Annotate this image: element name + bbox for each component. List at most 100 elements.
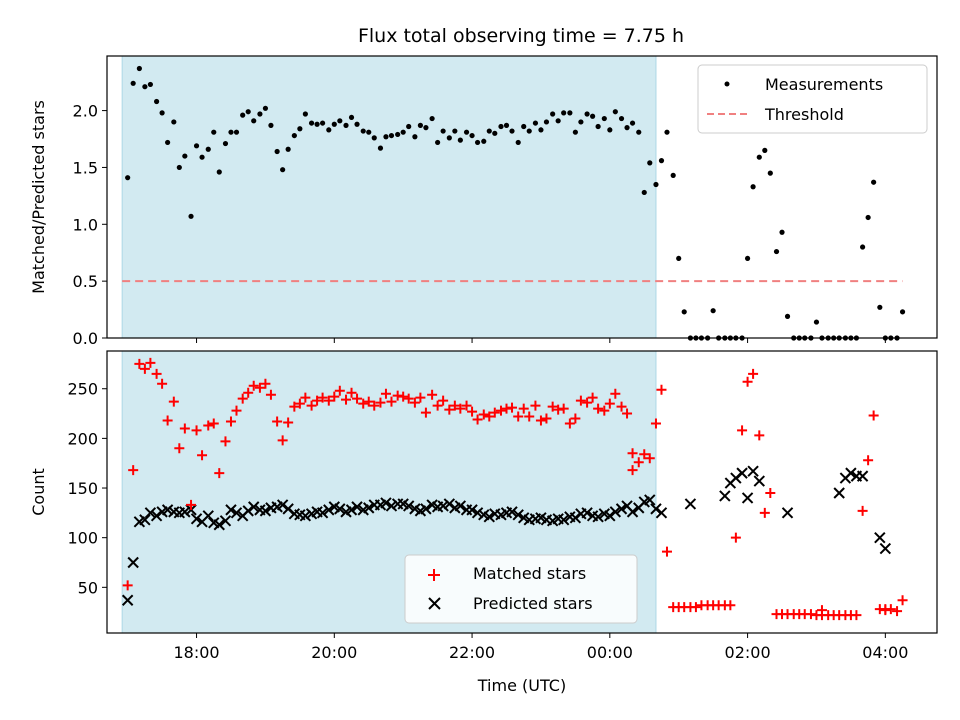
measurement-point [624, 125, 630, 131]
matched-star-point [547, 401, 558, 412]
matched-star-point [398, 391, 409, 402]
matched-star-point [317, 392, 328, 403]
x-tick-label: 00:00 [587, 643, 633, 662]
matched-star-point [277, 435, 288, 446]
measurement-point [474, 139, 481, 146]
matched-star-point [627, 448, 638, 459]
legend-matched-label: Matched stars [473, 564, 586, 583]
matched-star-point [754, 430, 765, 441]
measurement-point [750, 184, 756, 190]
measurement-point [572, 129, 578, 135]
predicted-star-point [139, 514, 151, 526]
matched-star-point [622, 408, 633, 419]
ratio-panel: 0.00.51.01.52.0 Matched/Predicted stars … [29, 55, 938, 348]
matched-stars-points [122, 357, 908, 621]
y-tick-label: 1.0 [73, 215, 98, 234]
predicted-star-point [644, 494, 656, 506]
predicted-star-point [781, 507, 794, 519]
measurement-point [486, 128, 492, 134]
measurement-point [555, 118, 561, 124]
matched-star-point [690, 602, 701, 613]
matched-star-point [661, 546, 672, 557]
matched-star-point [260, 378, 271, 389]
matched-star-point [168, 396, 179, 407]
predicted-star-point [483, 511, 495, 523]
measurement-point [211, 129, 217, 135]
matched-star-point [489, 407, 500, 418]
measurement-point [641, 189, 647, 196]
measurement-point [710, 308, 716, 314]
matched-star-point [334, 385, 345, 396]
measurement-point [377, 145, 384, 151]
measurement-point [532, 120, 539, 126]
predicted-star-point [557, 514, 570, 526]
matched-star-point [599, 405, 610, 416]
matched-star-point [403, 393, 414, 404]
matched-star-point [306, 400, 317, 411]
y-tick-label: 0.0 [73, 329, 98, 348]
predicted-star-point [144, 507, 157, 519]
predicted-star-point [202, 510, 214, 522]
measurement-point [521, 123, 527, 130]
matched-star-point [420, 407, 431, 418]
predicted-star-point [592, 511, 604, 523]
predicted-star-point [230, 507, 243, 519]
measurement-point [348, 114, 355, 121]
measurement-point [899, 309, 906, 315]
measurement-point [360, 128, 366, 134]
measurement-point [446, 135, 452, 141]
matched-star-point [438, 395, 449, 406]
measurement-point [142, 84, 148, 90]
predicted-star-point [719, 490, 731, 502]
matched-star-point [415, 392, 426, 403]
predicted-star-point [879, 542, 892, 555]
matched-star-point [656, 384, 667, 395]
matched-star-point [197, 450, 208, 461]
legend-top: Measurements Threshold [697, 64, 928, 134]
predicted-star-point [345, 504, 358, 516]
predicted-star-point [316, 507, 329, 519]
y-tick-label: 2.0 [73, 102, 98, 121]
top-axes-frame [106, 55, 938, 339]
measurement-point [188, 213, 194, 219]
measurement-point [319, 120, 326, 126]
measurement-point [481, 138, 487, 144]
matched-star-point [265, 389, 276, 400]
measurement-point [452, 128, 458, 134]
measurement-point [584, 111, 590, 117]
matched-star-point [897, 595, 908, 606]
measurement-point [159, 110, 165, 116]
measurement-point [561, 110, 567, 116]
matched-star-point [530, 400, 541, 411]
measurement-point [417, 122, 424, 128]
matched-star-point [857, 505, 868, 516]
predicted-star-point [127, 556, 139, 569]
measurement-point [216, 169, 222, 175]
matched-star-point [524, 411, 535, 422]
matched-star-point [748, 368, 759, 379]
matched-star-point [575, 395, 586, 406]
measurement-point [578, 119, 584, 125]
matched-star-point [225, 416, 236, 427]
predicted-star-point [334, 503, 346, 515]
measurement-point [182, 153, 188, 159]
matched-star-point [639, 449, 650, 460]
matched-star-point [880, 605, 891, 616]
measurement-point [676, 255, 682, 262]
measurement-point [153, 98, 160, 105]
x-tick-label: 02:00 [725, 643, 771, 662]
measurement-point [435, 139, 441, 146]
measurement-point [498, 123, 504, 130]
matched-star-point [128, 465, 139, 476]
predicted-star-point [626, 506, 639, 518]
measurement-point [865, 214, 871, 221]
measurement-point [262, 105, 269, 111]
matched-star-point [610, 388, 621, 399]
measurement-point [371, 135, 377, 141]
y-tick-label: 200 [67, 429, 98, 448]
measurement-point [681, 309, 687, 315]
matched-star-point [851, 610, 862, 621]
measurement-point [871, 179, 877, 185]
